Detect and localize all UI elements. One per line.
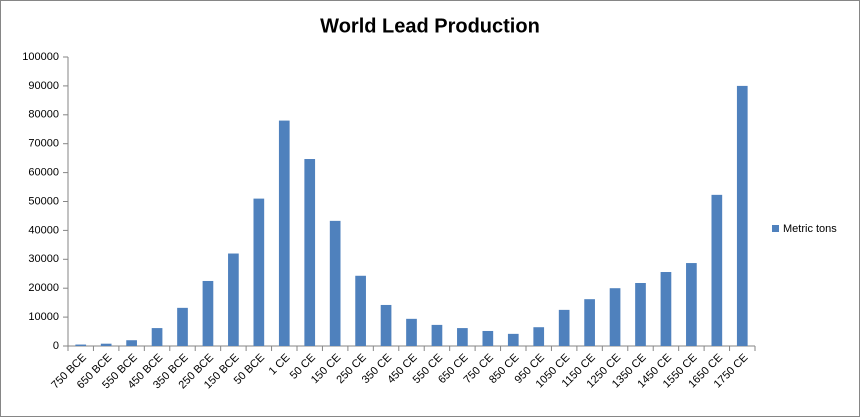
bar [736, 85, 748, 347]
bar [584, 299, 595, 346]
y-tick-label: 90000 [28, 80, 59, 92]
bar [75, 344, 87, 346]
bar [304, 159, 316, 346]
bar [482, 330, 494, 346]
bar [355, 275, 366, 346]
y-tick-label: 70000 [28, 138, 59, 150]
bar [126, 340, 137, 346]
bar [406, 318, 417, 346]
bar [100, 343, 112, 346]
y-tick-label: 80000 [28, 109, 59, 121]
bar [151, 328, 163, 346]
bar [711, 194, 723, 346]
bar [278, 120, 290, 346]
bar [431, 324, 443, 346]
y-tick-label: 50000 [28, 195, 59, 207]
bar [558, 309, 570, 346]
y-tick-label: 100000 [22, 51, 59, 63]
bar [202, 280, 214, 346]
legend-label: Metric tons [783, 223, 837, 235]
y-tick-label: 60000 [28, 167, 59, 179]
bar [380, 304, 392, 346]
bar [660, 272, 672, 346]
bar [253, 198, 265, 346]
y-tick-label: 40000 [28, 224, 59, 236]
y-tick-label: 30000 [28, 253, 59, 265]
y-tick-label: 20000 [28, 282, 59, 294]
bar [177, 307, 188, 346]
bar [609, 288, 621, 346]
bar [533, 327, 545, 346]
legend-swatch [772, 225, 779, 232]
bar [329, 220, 341, 346]
chart-title: World Lead Production [320, 15, 540, 37]
y-tick-label: 10000 [28, 311, 59, 323]
bar [635, 282, 646, 346]
bar [228, 253, 239, 346]
bar [457, 328, 468, 346]
y-tick-label: 0 [53, 340, 59, 352]
bar [507, 333, 519, 346]
bar [686, 263, 697, 346]
